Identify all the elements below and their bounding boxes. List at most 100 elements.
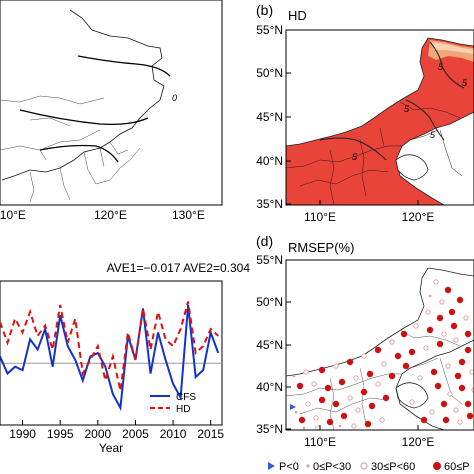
station-marker — [433, 279, 439, 285]
station-marker — [360, 388, 368, 396]
panel-a-frame — [0, 0, 223, 206]
station-marker — [466, 412, 474, 420]
legend-p-60-label: 60≤P — [444, 461, 470, 473]
panel-d-lat-35: 35°N — [256, 422, 283, 436]
panel-a-contour-label: 0 — [172, 93, 177, 103]
station-marker — [425, 309, 431, 315]
panel-b-lat-45: 45°N — [256, 110, 283, 124]
station-marker — [402, 362, 410, 370]
station-marker — [428, 294, 432, 298]
station-marker — [338, 378, 346, 386]
station-marker — [429, 409, 435, 415]
panel-a-lon-tick-120: 120°E — [94, 208, 127, 222]
panel-c-x-tick-label: 2015 — [197, 427, 224, 441]
panel-a-boundary — [1, 9, 165, 181]
station-marker — [417, 375, 423, 381]
station-marker — [361, 353, 367, 359]
panel-d-lat-55: 55°N — [256, 253, 283, 267]
panel-d-label: (d) — [256, 233, 273, 249]
panel-d-lon-110: 110°E — [304, 435, 336, 449]
panel-a-lon-tick-130: 130°E — [172, 208, 205, 222]
panel-d-boundary — [285, 267, 474, 431]
station-marker — [296, 382, 304, 390]
panel-c-annotation: AVE1=−0.017 AVE2=0.304 — [107, 261, 251, 275]
station-marker — [326, 418, 334, 426]
panel-b: (b) HD 5 5 5 5 5 55°N 50°N 45°N 40°N 35°… — [256, 2, 474, 224]
legend-p-30-60-marker — [360, 462, 368, 470]
station-marker — [458, 358, 466, 366]
legend-p-neg-marker — [268, 462, 275, 470]
panel-b-bay — [395, 154, 429, 181]
legend-hd-label: HD — [176, 404, 190, 415]
panel-a-contour-1 — [77, 55, 171, 77]
station-marker — [423, 345, 429, 351]
station-marker — [375, 381, 381, 387]
panel-c-x-tick-label: 2005 — [122, 427, 149, 441]
station-marker — [382, 394, 390, 402]
station-marker — [389, 339, 395, 345]
station-marker — [448, 308, 456, 316]
station-marker — [302, 426, 306, 430]
station-marker — [355, 407, 361, 413]
station-marker — [464, 346, 472, 354]
panel-b-contour-2 — [319, 137, 387, 161]
panel-b-contour-label-3: 5 — [404, 104, 410, 114]
station-marker — [318, 396, 326, 404]
station-marker — [409, 399, 415, 405]
station-marker — [313, 415, 319, 421]
station-marker — [458, 384, 466, 392]
station-marker — [447, 391, 453, 397]
station-marker — [318, 366, 326, 374]
station-marker — [436, 340, 444, 348]
panel-c-x-tick-label: 2000 — [84, 427, 111, 441]
station-marker — [303, 369, 309, 375]
panel-b-lat-50: 50°N — [256, 66, 283, 80]
panel-d-bay — [395, 382, 429, 409]
station-marker — [346, 358, 354, 366]
station-marker — [388, 372, 396, 380]
station-marker — [464, 400, 472, 408]
station-marker — [441, 331, 447, 337]
panel-d-lat-45: 45°N — [256, 338, 283, 352]
panel-d-ticks — [286, 259, 419, 430]
panel-b-lon-120: 120°E — [402, 210, 435, 224]
station-marker — [434, 382, 442, 390]
panel-b-title: HD — [288, 8, 307, 23]
station-marker — [324, 384, 332, 392]
station-marker — [400, 330, 408, 338]
station-marker — [439, 299, 445, 305]
panel-c-x-tick-label: 1990 — [9, 427, 36, 441]
station-marker — [454, 372, 462, 380]
panel-c-x-ticks: 1990 1995 2000 2005 2010 2015 — [9, 420, 224, 441]
panel-c: AVE1=−0.017 AVE2=0.304 1990 1995 2000 2005 2… — [0, 261, 250, 455]
legend-cfs-label: CFS — [176, 392, 196, 403]
panel-a-contour-3 — [39, 144, 119, 163]
station-marker — [305, 401, 311, 407]
station-marker — [340, 412, 348, 420]
station-marker — [445, 363, 451, 369]
legend-p-0-30-marker — [306, 464, 310, 468]
station-marker — [444, 286, 452, 294]
station-marker — [453, 337, 459, 343]
panel-d-lat-40: 40°N — [256, 380, 283, 394]
panel-b-lat-35: 35°N — [256, 197, 283, 211]
station-marker — [453, 407, 459, 413]
panel-b-lat-40: 40°N — [256, 154, 283, 168]
station-marker — [420, 416, 428, 424]
station-marker — [294, 410, 298, 414]
panel-c-series — [0, 301, 220, 412]
panel-b-lat-ticks — [286, 29, 419, 205]
panel-b-contour-label-5: 5 — [430, 130, 436, 140]
station-marker — [347, 395, 353, 401]
panel-b-lon-110: 110°E — [304, 210, 336, 224]
station-marker — [442, 416, 450, 424]
station-marker — [381, 361, 387, 367]
panel-b-contour-3 — [405, 99, 445, 141]
station-marker — [408, 348, 416, 356]
station-marker — [457, 419, 463, 425]
panel-b-contour-label-1: 5 — [438, 62, 444, 72]
station-marker — [374, 346, 382, 354]
station-marker — [364, 420, 372, 428]
panel-a-province-lines — [0, 95, 141, 203]
